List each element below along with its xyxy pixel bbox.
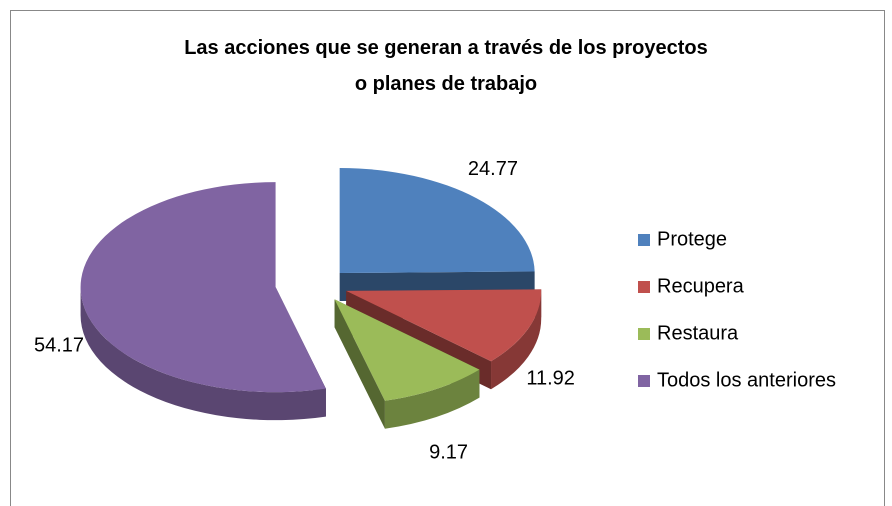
slice-top — [339, 168, 535, 274]
legend-label: Protege — [657, 228, 727, 250]
slice — [334, 299, 480, 429]
legend-label: Recupera — [657, 275, 745, 297]
legend-swatch — [638, 375, 650, 387]
legend-swatch — [638, 234, 650, 246]
data-label: 9.17 — [429, 442, 468, 464]
slice — [339, 168, 535, 302]
chart-border — [10, 10, 885, 506]
legend-swatch — [638, 328, 650, 340]
slice-side — [491, 290, 542, 390]
slice-side — [384, 369, 480, 429]
data-label: 11.92 — [526, 367, 575, 389]
legend-swatch — [638, 281, 650, 293]
slice-top — [334, 299, 480, 401]
legend-label: Restaura — [657, 322, 739, 344]
data-label: 54.17 — [34, 335, 84, 357]
slice-face — [334, 299, 385, 429]
chart-title: Las acciones que se generan a través de … — [184, 37, 708, 95]
slice-side — [80, 287, 326, 421]
data-label: 24.77 — [468, 158, 518, 180]
slice — [80, 182, 326, 421]
slice-top — [346, 289, 542, 362]
slice-top — [80, 182, 326, 393]
chart-title-box: Las acciones que se generan a través de … — [184, 37, 708, 95]
legend-label: Todos los anteriores — [657, 369, 836, 391]
